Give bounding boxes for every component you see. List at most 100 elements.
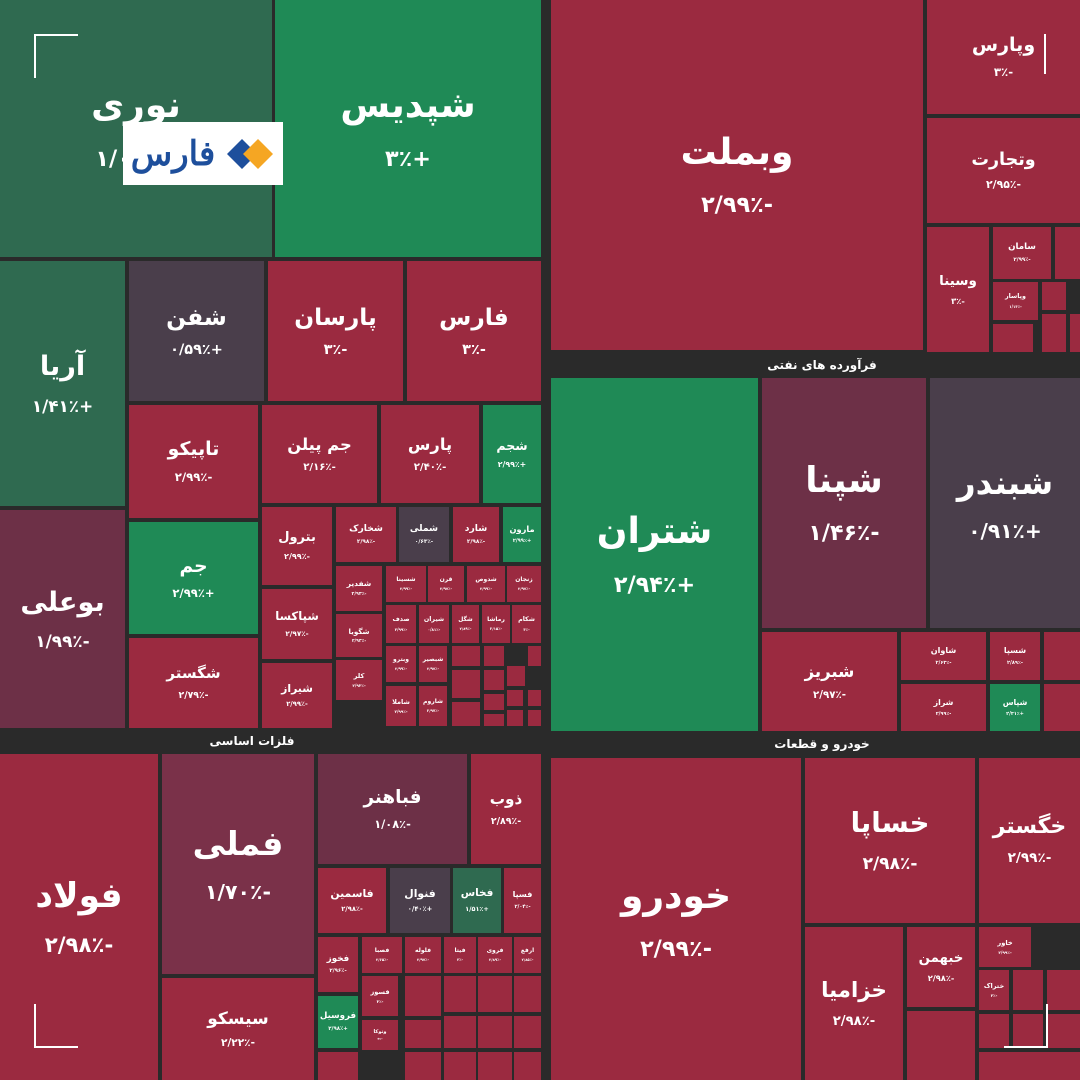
small-tile	[1044, 632, 1080, 680]
tile: وبترو -۲/۹۹٪	[386, 646, 416, 682]
tile: فنوال +۰/۴۰٪	[390, 868, 450, 933]
tile: فولاد -۲/۹۸٪	[0, 754, 158, 1080]
tile-change: +۲/۴۱٪	[1006, 710, 1024, 717]
tile-change: +۲/۹۸٪	[328, 1025, 348, 1032]
tile-change: -۳٪	[993, 65, 1014, 80]
tile-change: -۲/۹۹٪	[394, 626, 408, 632]
tile-change: -۲/۹۳٪	[352, 682, 366, 688]
tile: خزامیا -۲/۹۸٪	[805, 927, 903, 1080]
tile-name: سیسکو	[207, 1008, 269, 1029]
tile-name: شجم	[496, 438, 528, 454]
tile: خاور -۲/۹۹٪	[979, 927, 1031, 967]
small-tile	[444, 976, 476, 1012]
small-tile	[1042, 314, 1066, 352]
tile-change: -۲/۹۹٪	[400, 586, 412, 591]
tile-change: +۰/۵۹٪	[170, 342, 223, 359]
tile-name: فصبا	[374, 947, 390, 955]
tile-change: +۱/۴۱٪	[31, 395, 94, 416]
tile-name: بوعلی	[20, 586, 105, 618]
small-tile	[444, 1016, 476, 1048]
tile-name: شیران	[423, 616, 445, 624]
tile-change: -۳٪	[456, 957, 464, 962]
tile-name: شدوص	[475, 576, 497, 584]
small-tile	[1042, 282, 1066, 310]
small-tile	[1044, 684, 1080, 731]
tile-change: +۱/۵۱٪	[465, 905, 489, 914]
tile: سیسکو -۲/۲۲٪	[162, 978, 314, 1080]
tile-name: فروی	[486, 947, 504, 955]
small-tile	[507, 710, 523, 726]
tile-name: فخوز	[326, 953, 350, 964]
tile-name: فاسمین	[330, 886, 374, 900]
tile: فاسمین -۲/۹۸٪	[318, 868, 386, 933]
tile-change: -۲/۴۰٪	[413, 462, 447, 474]
tile: جم پیلن -۲/۱۶٪	[262, 405, 377, 503]
tile-change: -۲/۹۹٪	[394, 708, 408, 714]
tile: شملی -۰/۶۳٪	[399, 507, 449, 562]
small-tile	[993, 324, 1033, 352]
tile-change: -۲/۹۷٪	[440, 586, 452, 591]
tile-change: -۲/۹۷٪	[417, 957, 429, 962]
tile-name: فنوال	[404, 886, 436, 900]
small-tile	[452, 670, 480, 698]
tile-name: شسینا	[396, 576, 416, 584]
tile: فسوز -۳٪	[362, 976, 398, 1016]
tile: ختراک -۳٪	[979, 970, 1009, 1010]
tile-change: -۰/۸۱٪	[427, 626, 441, 632]
tile-change: -۰/۶۳٪	[414, 538, 434, 545]
tile: شپنا -۱/۴۶٪	[762, 378, 926, 628]
tile-name: قرن	[439, 576, 453, 584]
tile-change: -۲/۹۳٪	[351, 638, 367, 644]
tile-change: -۲/۹۹٪	[935, 710, 952, 717]
tile-change: +۰/۴۰٪	[407, 905, 433, 914]
tile-change: -۲/۹۵٪	[986, 178, 1021, 192]
tile-name: شخارک	[349, 523, 383, 535]
corner	[1004, 1004, 1048, 1048]
tile-name: صدف	[392, 616, 410, 624]
tile-change: -۲/۹۸٪	[466, 538, 486, 545]
tile-change: -۲/۹۹٪	[701, 192, 773, 219]
tile: شکام -۳٪	[512, 605, 541, 643]
tile-change: -۲/۹۹٪	[640, 936, 712, 963]
tile-name: فولاد	[35, 875, 123, 916]
small-tile	[484, 714, 504, 726]
small-tile	[1055, 227, 1080, 279]
tile-name: نوری	[91, 85, 181, 127]
tile-name: تاپیکو	[167, 438, 220, 460]
small-tile	[318, 1052, 358, 1080]
tile: شسینا -۲/۹۹٪	[386, 566, 426, 602]
tile-name: وبترو	[393, 656, 409, 664]
tile-name: ارفع	[520, 947, 535, 954]
tile-name: مارون	[509, 524, 535, 535]
small-tile	[514, 1016, 541, 1048]
tile-change: -۳٪	[377, 1037, 383, 1042]
tile-name: شپاکسا	[275, 609, 319, 624]
tile: آریا +۱/۴۱٪	[0, 261, 125, 506]
tile-change: -۲/۸۹٪	[490, 815, 522, 827]
small-tile	[484, 646, 504, 666]
tile-name: شبصیر	[422, 656, 444, 664]
tile-name: فملی	[192, 823, 284, 863]
tile-name: جم	[179, 555, 208, 577]
tile: فلوله -۲/۹۷٪	[405, 937, 441, 973]
tile: خودرو -۲/۹۹٪	[551, 758, 801, 1080]
tile-name: شتران	[596, 511, 713, 553]
tile: ذوب -۲/۸۹٪	[471, 754, 541, 864]
tile-name: آریا	[39, 351, 86, 383]
tile: شخارک -۲/۹۸٪	[336, 507, 396, 562]
small-tile	[979, 1052, 1080, 1080]
small-tile	[1047, 1014, 1080, 1048]
tile-name: شبندر	[956, 464, 1054, 503]
tile-change: -۳٪	[523, 626, 530, 632]
tile-change: -۲/۹۷٪	[285, 629, 309, 639]
tile-name: شگل	[458, 616, 473, 623]
tile-change: +۳٪	[385, 145, 431, 172]
tile: مارون +۲/۹۹٪	[503, 507, 541, 562]
tile-change: -۱/۷۰٪	[205, 879, 271, 904]
tile-change: -۱/۹۹٪	[35, 631, 90, 652]
tile: فملی -۱/۷۰٪	[162, 754, 314, 974]
tile-name: شپدیس	[340, 85, 476, 127]
tile: فباهنر -۱/۰۸٪	[318, 754, 467, 864]
tile-name: خبهمن	[918, 951, 964, 967]
